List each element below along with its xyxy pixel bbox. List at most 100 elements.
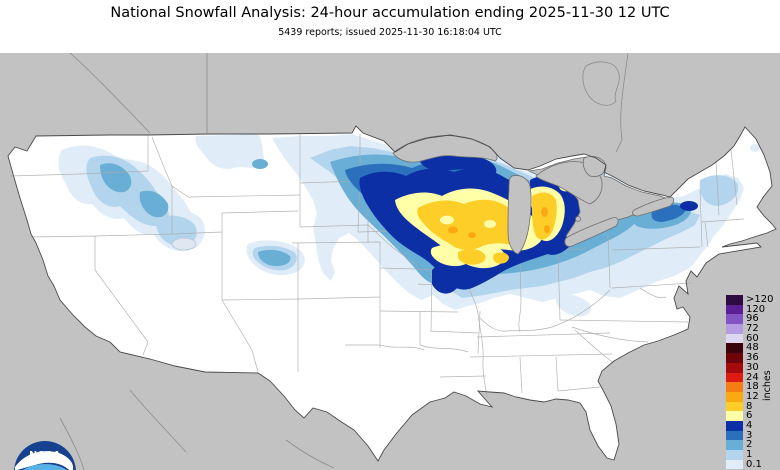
legend-swatch (726, 362, 743, 373)
legend-label: 60 (746, 332, 759, 344)
legend-swatch (726, 450, 743, 460)
legend-row: 2 (726, 440, 773, 450)
legend-row: 72 (726, 324, 773, 334)
legend-label: 12 (746, 390, 759, 402)
canada-lake-nipigon-outline (582, 61, 620, 106)
noaa-logo: NOAA (14, 441, 76, 470)
state-border-lines-west (9, 135, 381, 373)
legend-row: 6 (726, 411, 773, 421)
legend-label: 18 (746, 381, 759, 393)
lake-superior (392, 135, 498, 163)
legend-label: 48 (746, 342, 759, 354)
state-border-lines-east (611, 149, 745, 299)
legend-swatch (726, 382, 743, 392)
legend-swatch (726, 353, 743, 363)
legend-row: 1 (726, 450, 773, 460)
legend-row: 12 (726, 392, 773, 402)
snowfall-legend: >120 120 96 72 60 48 36 30 24 18 12 8 6 4 3 2 1 0.1 (726, 295, 773, 470)
legend-label: 8 (746, 400, 753, 412)
mexico-baja-line (59, 417, 85, 470)
lake-huron (535, 161, 603, 205)
snow-layer-12-spot-2 (468, 232, 476, 238)
legend-label: 72 (746, 323, 759, 335)
legend-row: 8 (726, 400, 773, 412)
legend-swatch (726, 343, 743, 354)
legend-row: 30 (726, 361, 773, 373)
legend-row: 96 (726, 313, 773, 325)
legend-row: 36 (726, 353, 773, 363)
legend-row: 4 (726, 421, 773, 431)
legend-label: 36 (746, 352, 759, 364)
noaa-logo-text: NOAA (29, 450, 61, 461)
great-lakes (392, 135, 675, 255)
header: National Snowfall Analysis: 24-hour accu… (0, 0, 780, 53)
mexico-state-line-2 (285, 439, 335, 469)
legend-row: 3 (726, 429, 773, 441)
legend-label: 96 (746, 313, 759, 325)
snow-layer-0p1-montana (195, 134, 268, 170)
snow-layer-12-spot-3 (541, 207, 548, 217)
snow-layer-8-main (417, 199, 528, 251)
legend-row: 24 (726, 371, 773, 383)
page-title: National Snowfall Analysis: 24-hour accu… (110, 5, 670, 21)
lake-ontario (632, 196, 675, 217)
lake-erie (564, 217, 619, 247)
legend-label: >120 (746, 294, 774, 305)
legend-swatch (726, 430, 743, 441)
legend-swatch (726, 324, 743, 334)
legend-swatch (726, 420, 743, 431)
snow-layer-4-superior-arm (420, 154, 497, 176)
legend-swatch (726, 304, 743, 315)
snow-layer-6-hole-2 (484, 220, 496, 228)
snow-layer-2-pnw-2 (139, 190, 169, 218)
legend-swatch (726, 372, 743, 383)
legend-row: 120 (726, 303, 773, 315)
snow-layer-0p1-appalachia (555, 294, 592, 317)
legend-swatch (726, 401, 743, 412)
mexico-state-line-1 (129, 389, 187, 453)
snow-layer-12-spot-1 (448, 226, 458, 234)
us-coastline (7, 125, 777, 462)
legend-label: 0.1 (746, 458, 762, 470)
legend-label: 24 (746, 371, 759, 383)
canada-bc-alberta-border (69, 52, 151, 134)
snow-layer-12-spot-4 (544, 225, 550, 233)
legend-label: 3 (746, 429, 753, 441)
legend-label: 120 (746, 303, 766, 315)
legend-swatch (726, 411, 743, 421)
legend-label: 4 (746, 419, 753, 431)
legend-swatch (726, 391, 743, 402)
legend-row: 60 (726, 332, 773, 344)
page-subtitle: 5439 reports; issued 2025-11-30 16:18:04… (278, 27, 502, 38)
legend-label: 2 (746, 439, 753, 451)
foreign-border-lines (59, 52, 629, 470)
great-salt-lake (171, 237, 197, 251)
legend-swatch (726, 440, 743, 450)
map-area (0, 52, 780, 470)
legend-row: 0.1 (726, 458, 773, 470)
snow-layer-2-pnw-1 (100, 163, 132, 193)
snow-layer-4-missouri-tongue (432, 263, 463, 294)
legend-swatch (726, 459, 743, 470)
snow-layer-1-newengland (699, 175, 739, 206)
legend-swatch (726, 314, 743, 325)
legend-row: >120 (726, 295, 773, 305)
legend-swatch (726, 333, 743, 344)
legend-row: 48 (726, 342, 773, 354)
snow-layer-2-colorado (258, 249, 291, 266)
legend-label: 1 (746, 449, 753, 460)
snow-layer-8-south-bit-2 (493, 252, 509, 264)
snow-layer-4-ny-spot (680, 201, 698, 211)
snow-layer-0p1-maine-spot (750, 144, 760, 152)
us-snowfall-map (0, 52, 780, 470)
lake-st-clair (575, 216, 581, 222)
noaa-logo-swoosh (15, 451, 73, 470)
lake-michigan (507, 175, 532, 255)
state-border-lines-south (429, 289, 689, 394)
canada-ontario-quebec-border (615, 52, 629, 153)
legend-label: 30 (746, 361, 759, 373)
legend-colorbar: >120 120 96 72 60 48 36 30 24 18 12 8 6 4 3 2 1 0.1 (726, 295, 773, 470)
legend-swatch (726, 295, 743, 305)
snow-layer-2-montana-spot (252, 159, 268, 169)
